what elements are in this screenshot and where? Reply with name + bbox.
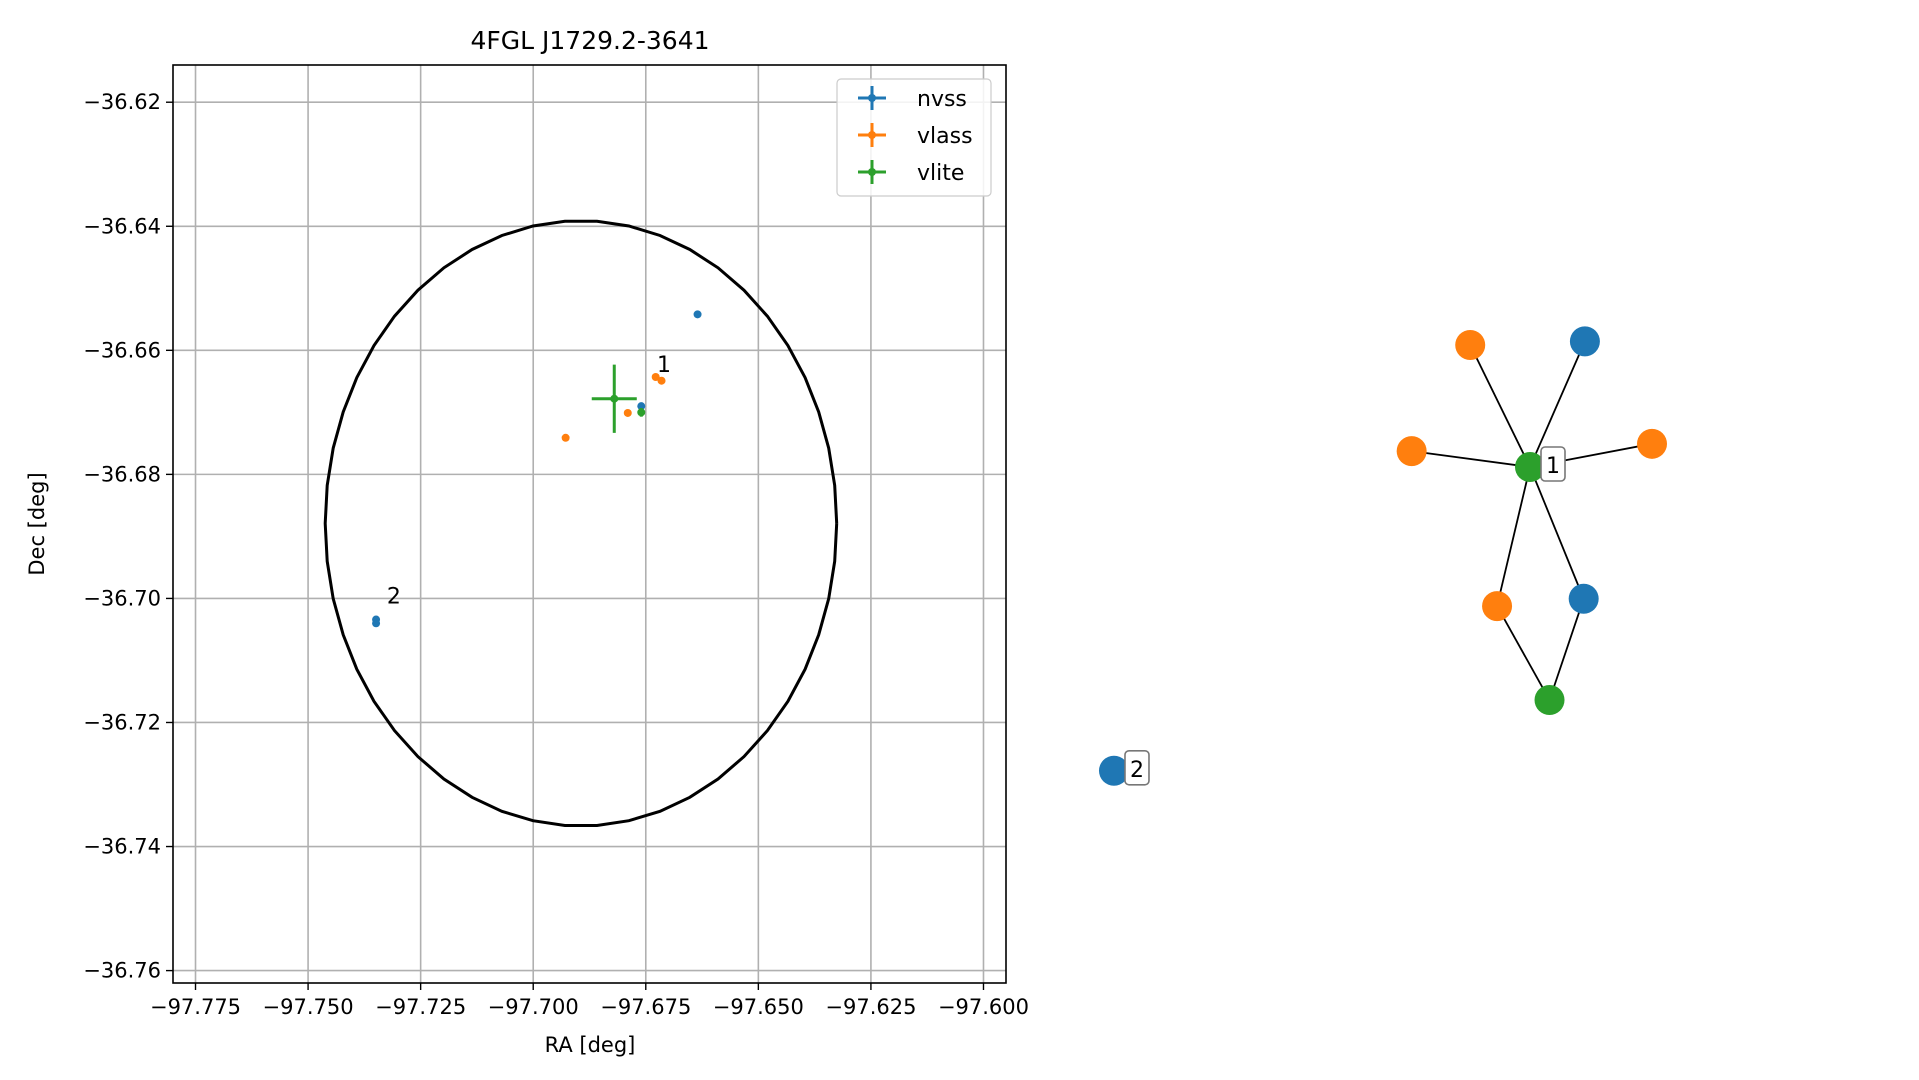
- y-tick-label: −36.76: [83, 959, 161, 983]
- y-tick-label: −36.74: [83, 835, 161, 859]
- graph-edge: [1469, 344, 1531, 468]
- annotations: 12: [387, 353, 671, 609]
- legend-entry-vlite: vlite: [858, 160, 964, 186]
- legend-marker: [868, 94, 876, 102]
- network-graph: 12: [1098, 326, 1667, 786]
- graph-edge: [1529, 466, 1585, 600]
- vlass-point: [657, 376, 666, 385]
- y-axis-label: Dec [deg]: [25, 472, 49, 575]
- x-tick-label: −97.650: [713, 995, 804, 1019]
- vlite-point: [591, 364, 637, 433]
- vlass-point: [623, 408, 632, 417]
- marker: [651, 372, 660, 381]
- legend: nvss vlass vlite: [836, 78, 992, 197]
- x-tick-label: −97.750: [263, 995, 354, 1019]
- error-ellipse-layer: [323, 219, 839, 827]
- graph-edge: [1496, 466, 1531, 607]
- marker: [637, 402, 646, 411]
- nvss-point: [693, 310, 702, 319]
- y-tick-label: −36.66: [83, 338, 161, 362]
- scatter-plot: 4FGL J1729.2-3641 12 −97.775 −97.750 −97.7…: [25, 26, 1029, 1057]
- graph-node-nvss: [1569, 326, 1600, 357]
- y-tick-label: −36.64: [83, 214, 161, 238]
- legend-marker: [868, 168, 876, 176]
- legend-label: vlite: [917, 161, 964, 186]
- graph-node-vlass: [1455, 330, 1486, 360]
- y-axis-ticks: −36.62 −36.64 −36.66 −36.68 −36.70 −36.72 −36.…: [83, 90, 173, 983]
- chart-title: 4FGL J1729.2-3641: [470, 26, 709, 55]
- marker: [610, 394, 619, 403]
- legend-label: vlass: [917, 124, 973, 149]
- legend-marker: [868, 131, 876, 139]
- nvss-point: [372, 619, 381, 628]
- x-axis-ticks: −97.775 −97.750 −97.725 −97.700 −97.675 −97.6…: [150, 983, 1029, 1019]
- vlass-point: [561, 433, 570, 442]
- nvss-point: [637, 402, 646, 411]
- graph-edge: [1529, 340, 1586, 468]
- error-ellipse: [323, 219, 839, 827]
- y-tick-label: −36.70: [83, 586, 161, 610]
- label-text: 2: [1130, 758, 1144, 783]
- marker: [637, 408, 646, 417]
- graph-node-label: 2: [1124, 749, 1150, 786]
- point-annotation: 1: [657, 353, 671, 378]
- marker: [623, 408, 632, 417]
- graph-node-vlass: [1637, 428, 1667, 459]
- graph-labels: 12: [1124, 446, 1566, 786]
- graph-node-label: 1: [1540, 446, 1566, 482]
- graph-nodes: [1098, 326, 1667, 786]
- x-tick-label: −97.675: [600, 995, 691, 1019]
- graph-edge: [1411, 450, 1531, 468]
- plot-frame: [172, 64, 1007, 984]
- label-box: [1124, 749, 1150, 786]
- graph-node-vlite: [1515, 452, 1545, 482]
- legend-entry-vlass: vlass: [858, 123, 973, 149]
- legend-label: nvss: [917, 87, 967, 112]
- legend-box: [836, 78, 992, 197]
- marker: [561, 433, 570, 442]
- x-tick-label: −97.625: [825, 995, 916, 1019]
- graph-node-vlass: [1482, 591, 1513, 622]
- x-tick-label: −97.600: [938, 995, 1029, 1019]
- graph-edges: [1411, 340, 1653, 701]
- graph-node-vlite: [1534, 685, 1565, 716]
- x-tick-label: −97.700: [488, 995, 579, 1019]
- vlite-point: [637, 408, 646, 417]
- vlass-point: [651, 372, 660, 381]
- marker: [372, 619, 381, 628]
- grid: [173, 65, 1006, 983]
- graph-node-vlass: [1396, 436, 1427, 467]
- label-text: 1: [1546, 454, 1560, 479]
- x-axis-label: RA [deg]: [545, 1033, 636, 1057]
- legend-entry-nvss: nvss: [858, 86, 967, 112]
- y-tick-label: −36.62: [83, 90, 161, 114]
- marker: [693, 310, 702, 319]
- y-tick-label: −36.68: [83, 462, 161, 486]
- y-tick-label: −36.72: [83, 710, 161, 734]
- x-tick-label: −97.725: [375, 995, 466, 1019]
- data-points: [372, 310, 702, 628]
- graph-edge: [1496, 605, 1551, 701]
- graph-edge: [1548, 598, 1585, 701]
- point-annotation: 2: [387, 584, 401, 609]
- graph-node-nvss: [1568, 583, 1599, 614]
- graph-node-nvss: [1098, 755, 1129, 786]
- x-tick-label: −97.775: [150, 995, 241, 1019]
- marker: [657, 376, 666, 385]
- label-box: [1540, 446, 1566, 482]
